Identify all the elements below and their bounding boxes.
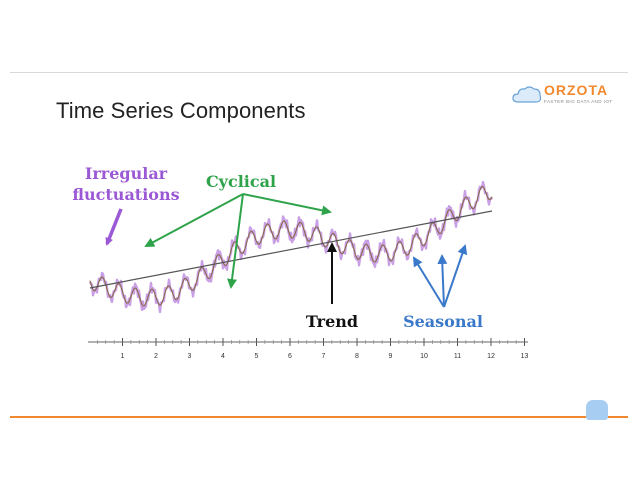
tick-label: 10 xyxy=(420,353,428,360)
tick-label: 13 xyxy=(521,353,529,360)
logo-wordmark: ORZOTA xyxy=(544,82,609,98)
tick-label: 9 xyxy=(389,353,393,360)
slide-title: Time Series Components xyxy=(56,98,306,123)
cloud-icon xyxy=(512,86,542,103)
footer-divider xyxy=(10,416,628,418)
x-axis-tick-labels: 1 2 3 4 5 6 7 8 9 10 11 12 13 xyxy=(121,353,529,360)
corner-badge xyxy=(586,400,608,420)
cyclical-arrow-right xyxy=(242,193,332,216)
orzota-logo: ORZOTA FASTER BIG DATA AND IOT xyxy=(512,80,630,110)
x-axis-minor-ticks xyxy=(97,340,517,344)
cyclical-arrow-down xyxy=(227,193,244,289)
tick-label: 8 xyxy=(355,353,359,360)
tick-label: 2 xyxy=(154,353,158,360)
tick-label: 1 xyxy=(121,353,125,360)
tick-label: 5 xyxy=(255,353,259,360)
cyclical-arrow-left xyxy=(144,193,244,247)
seasonal-arrow-2 xyxy=(437,254,448,308)
irregular-label-line1: Irregular xyxy=(85,164,168,183)
x-axis-major-ticks xyxy=(122,338,525,346)
tick-label: 6 xyxy=(288,353,292,360)
seasonal-label: Seasonal xyxy=(403,312,483,331)
trend-label: Trend xyxy=(306,312,358,331)
tick-label: 3 xyxy=(188,353,192,360)
header-divider xyxy=(10,72,628,73)
cyclical-label: Cyclical xyxy=(206,172,276,191)
tick-label: 11 xyxy=(454,353,461,360)
irregular-label-line2: fluctuations xyxy=(72,185,179,204)
seasonal-series-line xyxy=(89,186,493,307)
seasonal-arrow-1 xyxy=(412,256,445,308)
seasonal-arrow-3 xyxy=(443,244,468,308)
logo-tagline: FASTER BIG DATA AND IOT xyxy=(544,99,613,104)
tick-label: 12 xyxy=(487,353,495,360)
tick-label: 7 xyxy=(322,353,326,360)
irregular-arrow xyxy=(105,208,123,246)
tick-label: 4 xyxy=(221,353,225,360)
trend-line xyxy=(89,210,493,289)
